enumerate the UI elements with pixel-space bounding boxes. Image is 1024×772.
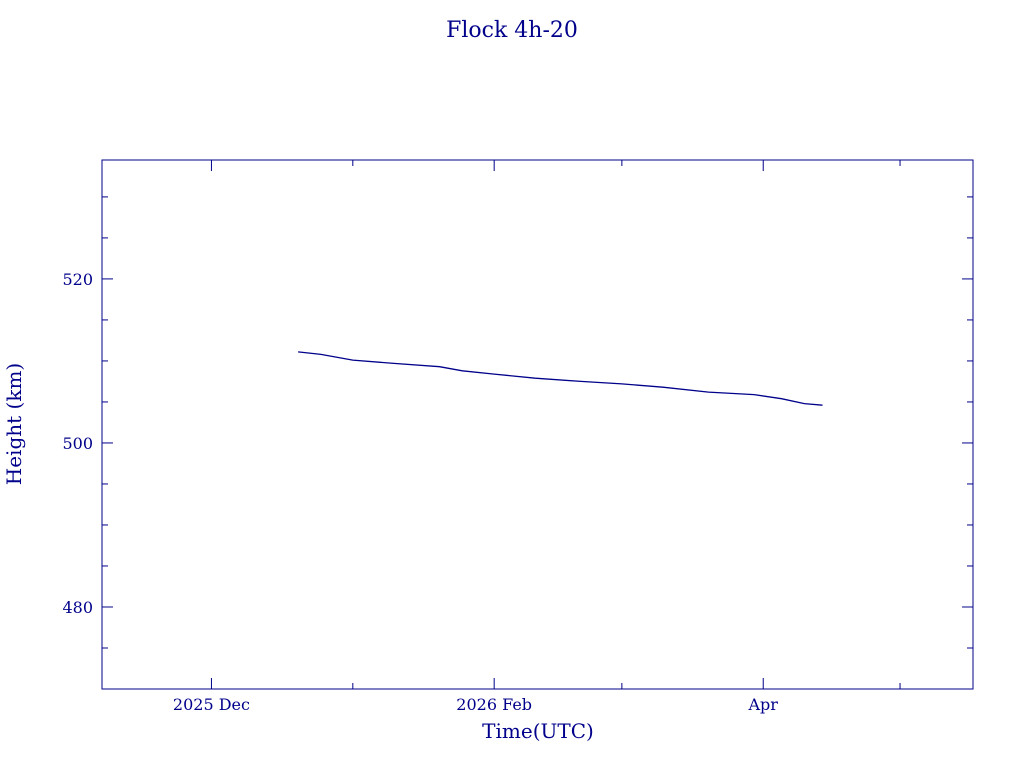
- series-layer: [298, 351, 823, 406]
- axis-tick-labels: 480 500 520 2025 Dec 2026 Feb Apr: [62, 270, 778, 714]
- x-tick-label: 2026 Feb: [456, 695, 532, 714]
- x-tick-label: Apr: [748, 695, 779, 714]
- y-tick-label: 480: [62, 598, 93, 617]
- x-tick-label: 2025 Dec: [173, 695, 250, 714]
- x-axis-label: Time(UTC): [482, 719, 594, 743]
- plot-frame: [101, 159, 974, 690]
- axis-ticks: [102, 160, 973, 690]
- y-tick-label: 520: [62, 270, 93, 289]
- chart-title: Flock 4h-20: [446, 18, 578, 43]
- y-tick-label: 500: [62, 434, 93, 453]
- series-line: [298, 351, 823, 406]
- y-axis-label: Height (km): [2, 363, 26, 485]
